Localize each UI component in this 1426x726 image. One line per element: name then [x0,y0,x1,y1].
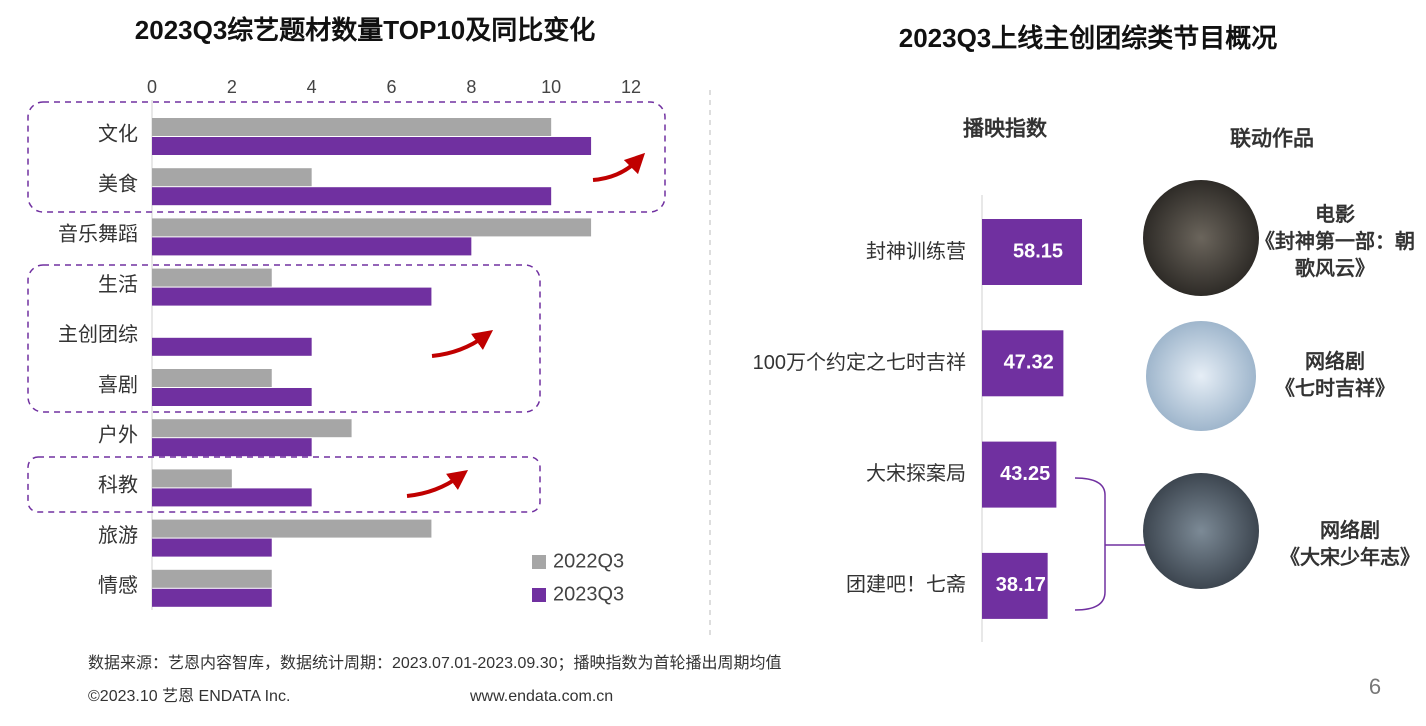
x-tick-label: 8 [466,77,476,97]
page-number: 6 [1369,674,1381,699]
work-type: 网络剧 [1320,520,1380,542]
trend-arrow [406,470,469,498]
poster-image [1143,180,1259,296]
work-name: 《封神第一部：朝歌风云》 [1255,231,1415,280]
bar [152,187,552,206]
bar [152,369,272,387]
highlight-box [27,456,541,513]
category-label-text: 大宋探案局 [866,463,966,486]
x-tick-label: 10 [541,77,561,97]
work-type: 电影 [1315,204,1355,226]
bar [982,441,1057,508]
category-label: 大宋探案局 [746,448,966,502]
poster-image [1146,321,1256,431]
legend-swatch [532,555,546,569]
bar [152,519,432,538]
x-tick-label: 0 [147,77,157,97]
bar [152,337,312,356]
y-tick-label: 科教 [98,474,138,497]
category-label: 团建吧！七斋 [746,559,966,613]
chart-title: 2023Q3综艺题材数量TOP10及同比变化 [135,15,595,45]
category-label: 100万个约定之七时吉祥 [746,336,966,390]
x-tick-label: 4 [307,77,317,97]
column-heading: 联动作品 [1230,127,1314,151]
bar [152,438,312,457]
y-tick-label: 喜剧 [98,373,138,396]
bar [152,569,272,588]
bar [982,219,1083,285]
bar [982,330,1064,397]
legend-label: 2023Q3 [553,583,624,605]
bar [152,287,432,306]
category-label-text: 团建吧！七斋 [846,574,966,597]
bar [982,552,1048,619]
data-label: 58.15 [1013,240,1063,262]
category-label-text: 封神训练营 [866,240,966,263]
highlight-box [27,101,666,213]
category-label: 封神训练营 [746,225,966,279]
y-tick-label: 主创团综 [58,323,138,346]
data-label: 43.25 [1000,463,1050,485]
bar [152,118,552,136]
x-tick-label: 2 [227,77,237,97]
copyright: ©2023.10 艺恩 ENDATA Inc. [88,687,290,705]
bar [152,588,272,607]
trend-arrow [431,330,494,358]
trend-arrow [592,152,646,182]
data-label: 38.17 [996,574,1046,596]
legend-label: 2022Q3 [553,550,624,572]
bar [152,388,312,406]
bracket [1074,477,1145,611]
bar [152,488,312,507]
source-note: 数据来源：艺恩内容智库，数据统计周期：2023.07.01-2023.09.30… [88,654,782,672]
work-name: 《大宋少年志》 [1280,547,1420,569]
bar [152,469,232,488]
category-label-text: 100万个约定之七时吉祥 [752,351,966,374]
bar [152,168,312,187]
data-label: 47.32 [1004,352,1054,374]
y-tick-label: 生活 [98,273,138,296]
y-tick-label: 文化 [98,122,138,145]
bar [152,137,592,155]
url: www.endata.com.cn [469,688,613,705]
x-tick-label: 6 [386,77,396,97]
y-tick-label: 户外 [98,423,138,446]
column-heading: 播映指数 [963,118,1048,141]
poster-image [1143,473,1259,589]
y-tick-label: 音乐舞蹈 [58,223,138,246]
legend-swatch [532,588,546,602]
bar [152,538,272,557]
x-tick-label: 12 [621,77,641,97]
y-tick-label: 美食 [98,172,138,195]
y-tick-label: 旅游 [98,524,138,547]
chart-title: 2023Q3上线主创团综类节目概况 [899,23,1278,53]
y-tick-label: 情感 [98,574,138,597]
highlight-box [27,264,541,413]
bar [152,268,272,287]
bar [152,218,592,237]
bar [152,419,352,438]
work-name: 《七时吉祥》 [1275,378,1395,400]
work-type: 网络剧 [1305,351,1365,373]
bar [152,237,472,256]
